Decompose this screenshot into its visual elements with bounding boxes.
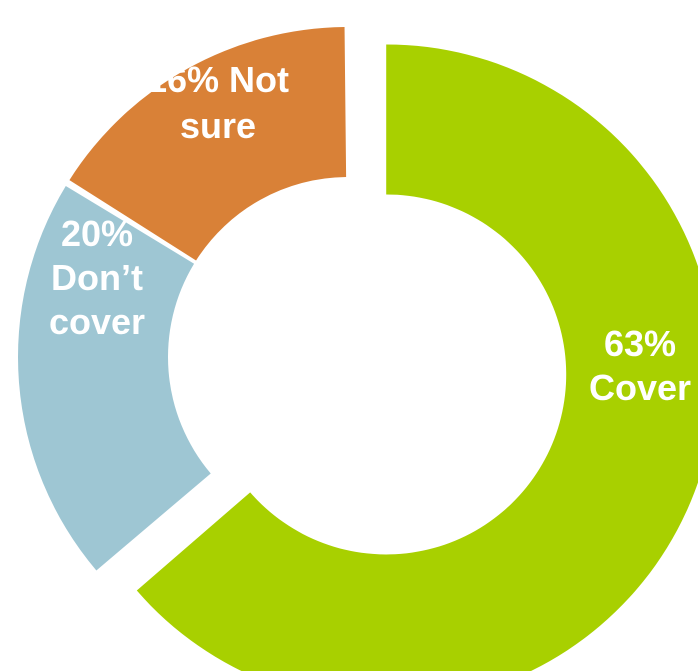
slice-label-line: 16% Not [147,59,289,100]
slice-cover [136,44,698,671]
slice-not-sure [69,27,347,261]
slice-label-line: Cover [589,367,691,408]
slice-label-cover: 63% Cover [589,323,691,408]
slice-label-line: 20% [61,213,133,254]
slice-label-line: cover [49,301,145,342]
slice-label-line: sure [180,105,256,146]
slice-label-line: 63% [604,323,676,364]
slice-don-t-cover [18,185,211,571]
donut-slices [18,27,698,671]
slice-labels: 63% Cover 20% Don’t cover 16% Not sure [49,59,691,408]
slice-label-line: Don’t [51,257,143,298]
slice-label-don-t-cover: 20% Don’t cover [49,213,145,342]
slice-label-not-sure: 16% Not sure [147,59,289,146]
